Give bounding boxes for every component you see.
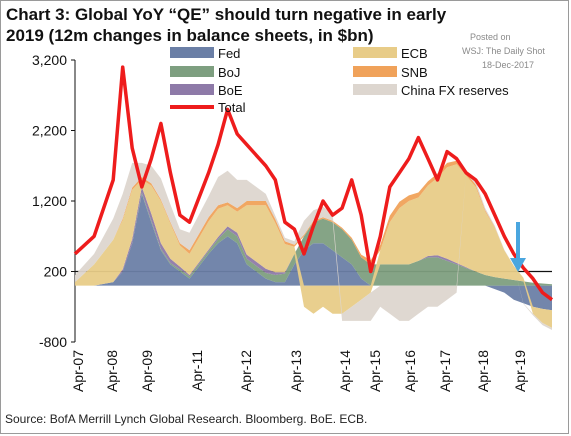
legend-swatch bbox=[170, 47, 214, 58]
x-tick-label: Apr-09 bbox=[139, 350, 155, 392]
legend-label: BoE bbox=[218, 83, 243, 98]
x-tick-label: Apr-08 bbox=[104, 350, 120, 392]
x-tick-label: Apr-12 bbox=[238, 350, 254, 392]
x-tick-label: Apr-18 bbox=[475, 350, 491, 392]
y-tick-label: -800 bbox=[39, 334, 67, 350]
y-tick-label: 3,200 bbox=[32, 52, 67, 68]
area-fed bbox=[75, 193, 552, 311]
legend-label: Fed bbox=[218, 46, 240, 61]
legend-swatch bbox=[353, 66, 397, 77]
x-tick-label: Apr-15 bbox=[367, 350, 383, 392]
source-note: Source: BofA Merrill Lynch Global Resear… bbox=[5, 412, 368, 426]
y-tick-label: 2,200 bbox=[32, 123, 67, 139]
arrow-head-icon bbox=[510, 258, 526, 272]
area-china-fx-reserves bbox=[75, 162, 552, 330]
legend-swatch bbox=[170, 84, 214, 95]
legend-label: Total bbox=[218, 100, 246, 115]
area-snb bbox=[75, 160, 552, 285]
legend-label: SNB bbox=[401, 65, 428, 80]
area-ecb bbox=[75, 164, 552, 328]
legend-swatch bbox=[353, 47, 397, 58]
x-tick-label: Apr-11 bbox=[189, 350, 205, 391]
total-line bbox=[73, 65, 554, 302]
x-tick-label: Apr-16 bbox=[402, 350, 418, 392]
watermark-date: 18-Dec-2017 bbox=[482, 60, 535, 70]
x-tick-label: Apr-19 bbox=[512, 350, 528, 392]
chart-title: Chart 3: Global YoY “QE” should turn neg… bbox=[6, 5, 447, 45]
area-boj bbox=[75, 192, 552, 286]
legend-label: ECB bbox=[401, 46, 428, 61]
legend-label: China FX reserves bbox=[401, 83, 509, 98]
legend-swatch bbox=[170, 66, 214, 77]
watermark-outlet: WSJ: The Daily Shot bbox=[462, 46, 545, 56]
x-tick-label: Apr-14 bbox=[337, 350, 353, 392]
watermark-posted: Posted on bbox=[470, 32, 511, 42]
legend-swatch bbox=[353, 84, 397, 95]
legend-label: BoJ bbox=[218, 65, 240, 80]
x-tick-label: Apr-13 bbox=[288, 350, 304, 392]
x-tick-label: Apr-07 bbox=[70, 350, 86, 392]
y-tick-label: 200 bbox=[44, 264, 68, 280]
x-tick-label: Apr-17 bbox=[437, 350, 453, 392]
y-tick-label: 1,200 bbox=[32, 193, 67, 209]
